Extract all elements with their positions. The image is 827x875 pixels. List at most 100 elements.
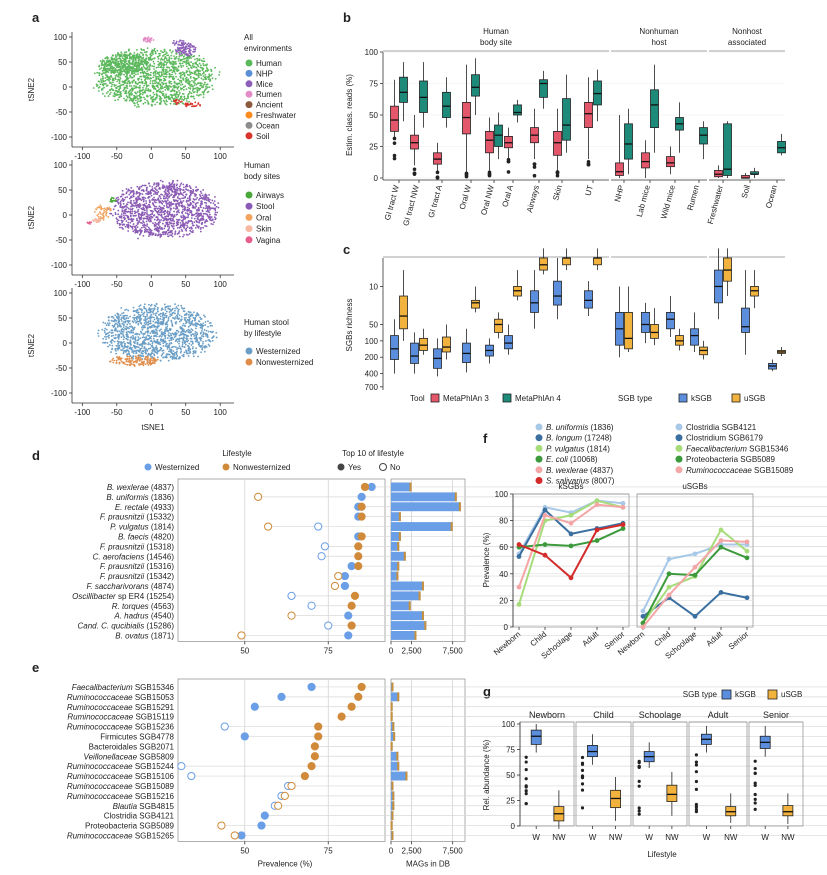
point-westernized	[105, 335, 108, 338]
point-human	[153, 57, 156, 60]
point-stool	[184, 206, 187, 209]
point-westernized	[142, 333, 145, 336]
point-westernized	[124, 309, 126, 311]
point-westernized	[120, 344, 123, 347]
point-westernized	[193, 335, 196, 337]
point-human	[140, 63, 143, 66]
point-human	[156, 94, 159, 97]
point-stool	[123, 218, 126, 221]
point-stool	[136, 204, 139, 207]
point-human	[187, 59, 190, 61]
point-westernized	[143, 346, 146, 348]
point-human	[118, 82, 121, 85]
point-westernized	[189, 351, 192, 354]
point-stool	[164, 191, 167, 194]
point-stool	[136, 231, 139, 234]
legend-label-vagina: Vagina	[256, 236, 281, 245]
point-stool	[127, 221, 130, 224]
point-human	[141, 71, 144, 74]
point-stool	[173, 215, 176, 218]
point-stool	[192, 188, 194, 191]
point-human	[134, 91, 136, 94]
point-human	[124, 58, 126, 61]
point-human	[113, 92, 116, 95]
point-nonwesternized	[119, 358, 121, 361]
point-westernized	[150, 326, 153, 329]
point-westernized	[141, 341, 144, 344]
point-human	[201, 91, 204, 94]
point-stool	[148, 196, 151, 198]
point-stool	[144, 229, 147, 232]
point-mice	[183, 43, 186, 46]
point-stool	[147, 193, 150, 196]
point-human	[159, 90, 162, 93]
point-westernized	[155, 328, 157, 331]
point-oral	[101, 217, 104, 220]
point-human	[131, 71, 133, 73]
point-stool	[121, 197, 124, 200]
point-stool	[168, 195, 171, 198]
point-human	[141, 68, 144, 71]
point-westernized	[179, 347, 182, 350]
point-human	[190, 66, 192, 69]
point-soil	[184, 102, 187, 105]
legend-swatch-airways	[245, 191, 253, 199]
point-human	[126, 96, 129, 98]
point-mice	[188, 47, 191, 50]
point-stool	[148, 233, 151, 236]
point-stool	[118, 222, 121, 225]
point-human	[204, 81, 206, 84]
point-human	[161, 58, 164, 61]
tsne-ytick-label: -100	[51, 261, 68, 270]
point-human	[180, 77, 182, 79]
point-westernized	[116, 312, 119, 315]
point-westernized	[182, 329, 185, 331]
point-westernized	[176, 347, 179, 350]
point-westernized	[176, 307, 179, 310]
tsne-ytick-label: -50	[55, 108, 67, 117]
point-westernized	[149, 315, 152, 318]
point-westernized	[154, 314, 157, 317]
point-stool	[212, 223, 214, 226]
point-stool	[146, 186, 149, 189]
point-human	[108, 63, 111, 66]
point-westernized	[125, 317, 128, 319]
legend-label-freshwater: Freshwater	[256, 111, 296, 120]
point-human	[130, 99, 133, 102]
point-stool	[170, 194, 172, 197]
b-outlier	[392, 141, 397, 145]
point-stool	[117, 209, 120, 212]
point-stool	[130, 218, 132, 221]
point-oral	[107, 215, 110, 218]
point-westernized	[211, 324, 213, 327]
point-human	[145, 83, 148, 86]
point-human	[211, 77, 214, 80]
point-westernized	[129, 340, 132, 342]
point-human	[184, 85, 187, 87]
point-oral	[106, 207, 109, 210]
point-nonwesternized	[147, 364, 150, 366]
point-westernized	[190, 322, 193, 325]
point-stool	[158, 187, 160, 190]
tsne-ytick-label: -100	[51, 133, 68, 142]
point-westernized	[202, 340, 204, 343]
point-soil	[199, 104, 201, 107]
point-human	[134, 81, 137, 84]
point-stool	[169, 234, 171, 236]
point-westernized	[149, 320, 152, 323]
point-human	[163, 54, 165, 56]
point-westernized	[203, 350, 206, 353]
point-stool	[120, 226, 123, 229]
point-stool	[149, 191, 152, 194]
point-human	[128, 96, 131, 99]
box-mpa4-2	[442, 91, 451, 118]
point-westernized	[97, 335, 100, 337]
point-westernized	[180, 337, 183, 340]
point-westernized	[116, 330, 119, 332]
point-human	[178, 58, 180, 60]
point-human	[149, 64, 151, 67]
point-human	[152, 60, 155, 63]
point-westernized	[198, 323, 201, 326]
point-nonwesternized	[146, 362, 149, 364]
point-stool	[182, 235, 184, 238]
